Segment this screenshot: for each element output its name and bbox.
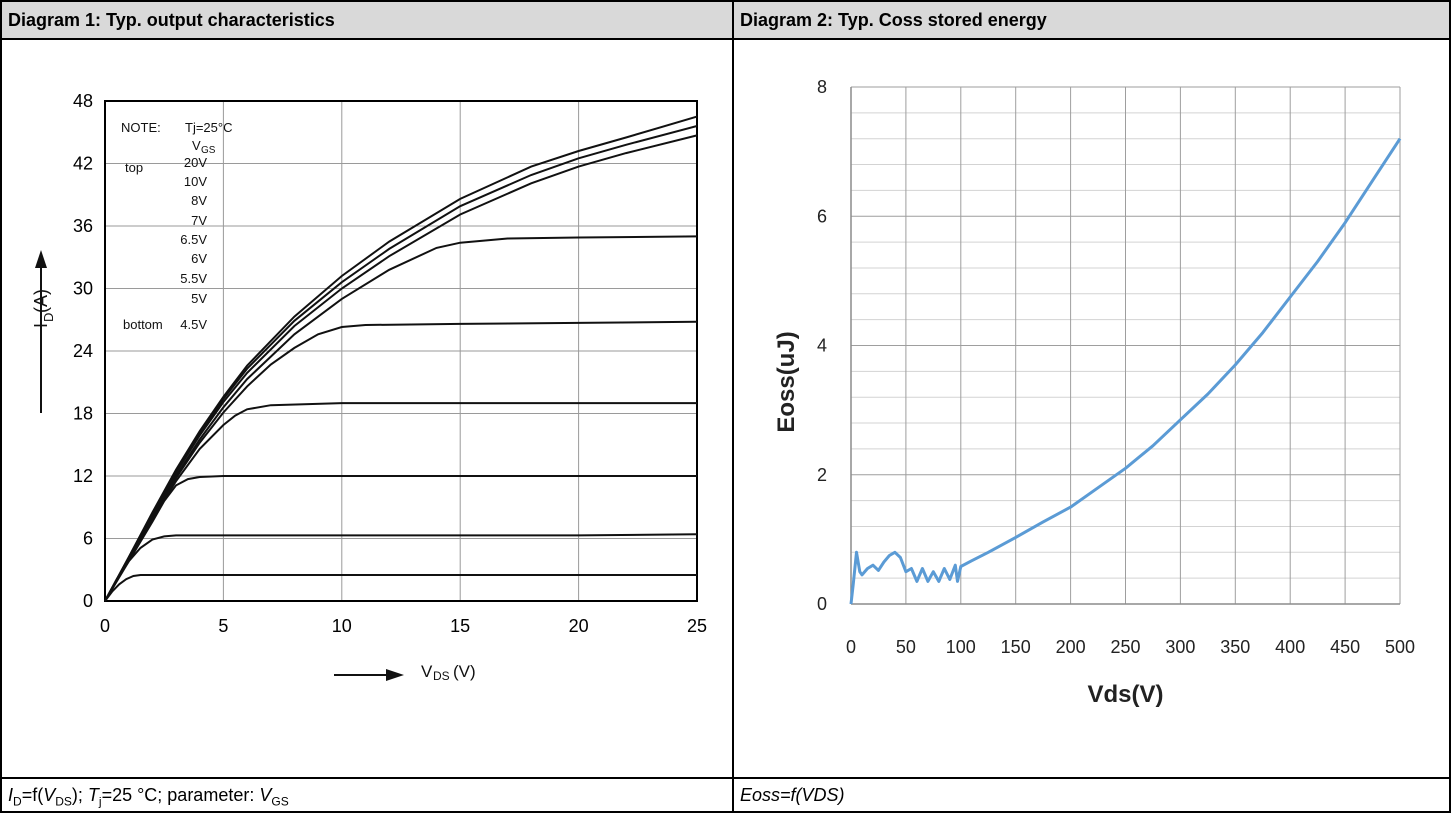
legend-bottom-label: bottom (123, 317, 163, 332)
x-tick-label: 5 (218, 616, 228, 636)
x-tick-label: 0 (100, 616, 110, 636)
x-tick-label: 300 (1165, 637, 1195, 657)
eoss-curve (849, 137, 1402, 605)
x-tick-label: 400 (1275, 637, 1305, 657)
y-tick-label: 30 (73, 279, 93, 299)
y-tick-label: 48 (73, 91, 93, 111)
x-tick-label: 500 (1385, 637, 1415, 657)
vgs-curve-6V (104, 402, 697, 602)
panel-header-1: Diagram 1: Typ. output characteristics (0, 0, 734, 40)
y-axis-arrow-head (35, 250, 47, 268)
legend-label: 5.5V (180, 271, 207, 286)
vgs-curve-5V (104, 533, 698, 602)
x-tick-label: 15 (450, 616, 470, 636)
y-tick-label: 12 (73, 466, 93, 486)
legend-label: 7V (191, 213, 207, 228)
y-axis-label-sub: D (41, 313, 56, 322)
panel-body-2 (732, 40, 1451, 777)
x-axis-label-v: V (421, 662, 433, 681)
caption-left: ID=f(VDS); Tj=25 °C; parameter: VGS (0, 777, 734, 813)
x-axis-label-sub: DS (433, 669, 450, 683)
vgs-curve-4.5V (104, 574, 697, 602)
vgs-curve-5.5V (104, 475, 697, 602)
caption-right: Eoss=f(VDS) (732, 777, 1451, 813)
legend-label: 6.5V (180, 232, 207, 247)
x-axis-title: Vds(V) (1087, 681, 1163, 708)
legend-label: 8V (191, 193, 207, 208)
legend-top-label: top (125, 160, 143, 175)
legend-label: 10V (184, 174, 207, 189)
y-tick-label: 6 (83, 529, 93, 549)
y-tick-label: 42 (73, 154, 93, 174)
y-tick-label: 8 (817, 77, 827, 97)
vgs-curve-20V (104, 115, 698, 602)
y-tick-label: 18 (73, 404, 93, 424)
vgs-legend-title: V (192, 138, 201, 153)
x-tick-label: 450 (1330, 637, 1360, 657)
legend-label: 6V (191, 251, 207, 266)
legend-label: 4.5V (180, 317, 207, 332)
legend-label: 20V (184, 155, 207, 170)
y-tick-label: 0 (817, 594, 827, 614)
x-tick-label: 0 (846, 637, 856, 657)
x-tick-label: 100 (946, 637, 976, 657)
y-tick-label: 6 (817, 206, 827, 226)
x-axis-label-unit: (V) (453, 662, 476, 681)
note-label: NOTE: (121, 120, 161, 135)
x-tick-label: 10 (332, 616, 352, 636)
x-tick-label: 350 (1220, 637, 1250, 657)
x-axis-arrow-head (386, 669, 404, 681)
y-tick-label: 0 (83, 591, 93, 611)
x-tick-label: 150 (1001, 637, 1031, 657)
y-axis-label: ID (A) (31, 289, 56, 328)
x-tick-label: 20 (569, 616, 589, 636)
vgs-curve-6.5V (104, 320, 698, 602)
x-tick-label: 25 (687, 616, 707, 636)
coss-stored-energy-chart: 0 50 100 150 200 250 300 350 400 450 500 0 2 4 6 8 Vds(V… (773, 77, 1415, 708)
y-tick-label: 2 (817, 465, 827, 485)
x-tick-label: 250 (1110, 637, 1140, 657)
panel-header-2: Diagram 2: Typ. Coss stored energy (732, 0, 1451, 40)
y-tick-label: 24 (73, 341, 93, 361)
plot-frame (104, 100, 698, 602)
note-condition: Tj=25°C (185, 120, 232, 135)
y-tick-label: 4 (817, 336, 827, 356)
x-tick-label: 200 (1056, 637, 1086, 657)
legend-label: 5V (191, 291, 207, 306)
x-tick-label: 50 (896, 637, 916, 657)
y-tick-label: 36 (73, 216, 93, 236)
vgs-legend-title-sub: GS (201, 145, 216, 156)
y-axis-title: Eoss(uJ) (773, 331, 800, 432)
